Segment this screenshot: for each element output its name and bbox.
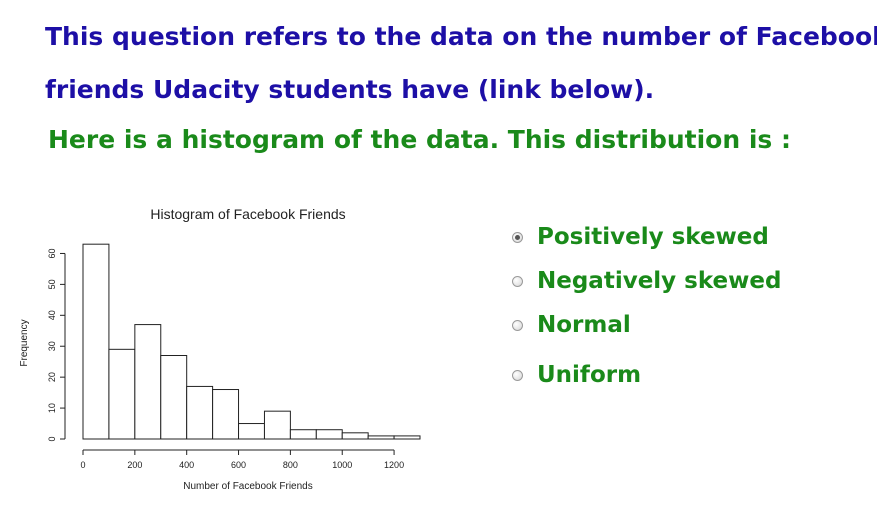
histogram-bar (108, 348, 136, 440)
y-tick-label: 30 (47, 341, 57, 351)
chart-xlabel: Number of Facebook Friends (183, 481, 313, 492)
histogram-bar (186, 385, 214, 440)
y-tick-label: 10 (47, 403, 57, 413)
option-label: Positively skewed (537, 224, 769, 250)
histogram-bar (212, 389, 240, 440)
option-label: Negatively skewed (537, 268, 782, 294)
histogram-bar (315, 429, 343, 440)
histogram-bar (160, 355, 188, 440)
x-tick-label: 1000 (332, 460, 352, 470)
y-tick-label: 0 (47, 436, 57, 441)
y-tick-label: 60 (47, 248, 57, 258)
histogram-bar (393, 435, 421, 440)
x-tick-label: 200 (127, 460, 142, 470)
x-tick-label: 600 (231, 460, 246, 470)
radio-button[interactable] (512, 231, 523, 243)
histogram-bar (289, 429, 317, 440)
histogram-bar (238, 423, 265, 440)
chart-ylabel: Frequency (19, 319, 30, 366)
y-tick-label: 40 (47, 310, 57, 320)
histogram-bar (367, 435, 395, 440)
x-tick-label: 0 (80, 460, 85, 470)
x-tick-label: 1200 (384, 460, 404, 470)
histogram-bar (134, 324, 162, 440)
histogram-bar (263, 410, 291, 440)
question-line-2: friends Udacity students have (link belo… (45, 75, 655, 104)
option-label: Normal (537, 312, 631, 338)
option-2[interactable]: Normal (512, 312, 631, 338)
chart-title: Histogram of Facebook Friends (150, 206, 345, 222)
option-1[interactable]: Negatively skewed (512, 268, 781, 294)
y-tick-label: 20 (47, 372, 57, 382)
radio-button[interactable] (512, 319, 523, 331)
option-3[interactable]: Uniform (512, 362, 641, 388)
option-0[interactable]: Positively skewed (512, 224, 769, 250)
question-line-1: This question refers to the data on the … (45, 22, 877, 51)
y-tick-label: 50 (47, 279, 57, 289)
radio-button[interactable] (512, 275, 523, 287)
histogram-bar (341, 432, 369, 440)
histogram-bars (82, 243, 421, 440)
y-axis: 0 10 20 30 40 50 60 (47, 248, 66, 442)
radio-button[interactable] (512, 369, 523, 381)
option-label: Uniform (537, 362, 642, 388)
histogram-chart: Histogram of Facebook Friends Frequency … (19, 206, 421, 492)
histogram-bar (82, 243, 110, 440)
x-tick-label: 400 (179, 460, 194, 470)
x-axis: 0 200 400 600 800 1000 1200 (80, 449, 404, 470)
x-tick-label: 800 (283, 460, 298, 470)
instruction-line: Here is a histogram of the data. This di… (48, 125, 792, 154)
